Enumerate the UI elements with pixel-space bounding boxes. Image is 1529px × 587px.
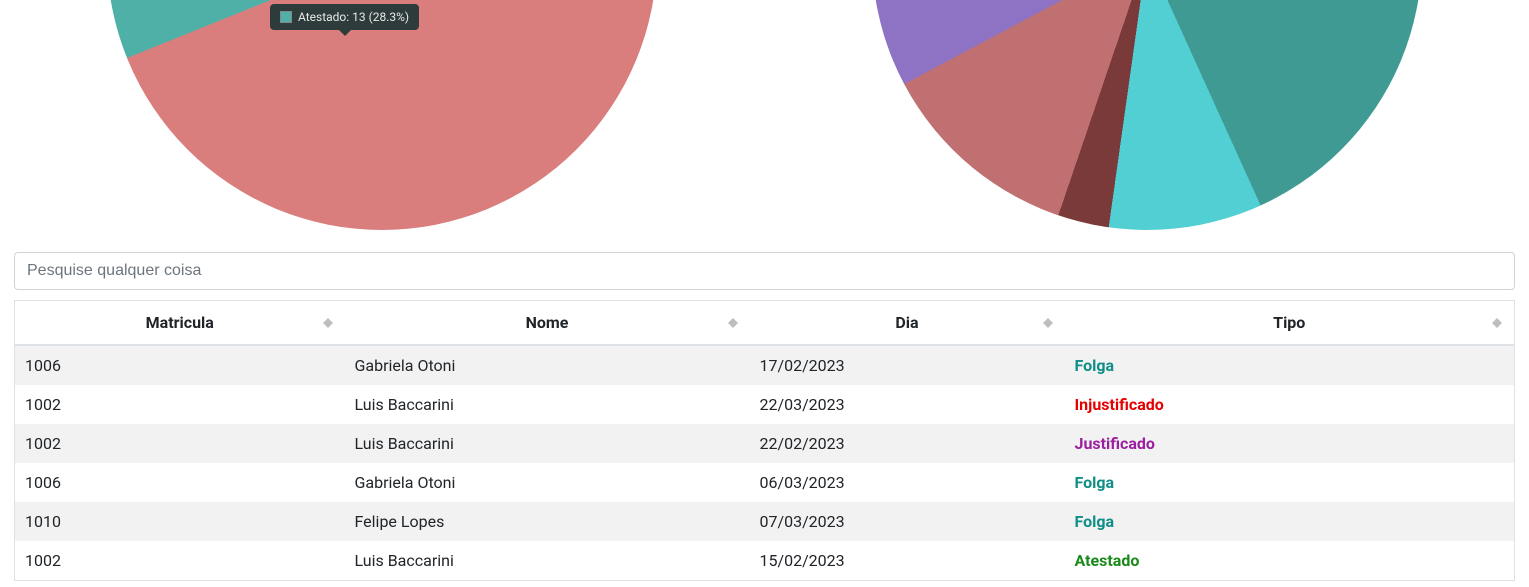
cell-nome: Luis Baccarini — [345, 385, 750, 424]
sort-icon — [1492, 315, 1502, 331]
cell-tipo: Folga — [1065, 345, 1515, 385]
data-table: Matricula Nome Dia Tipo — [14, 300, 1515, 581]
pie-chart-left[interactable] — [107, 0, 657, 230]
tipo-badge: Folga — [1075, 356, 1115, 375]
cell-dia: 22/02/2023 — [750, 424, 1065, 463]
sort-icon — [728, 315, 738, 331]
tipo-badge: Folga — [1075, 512, 1115, 531]
col-nome-label: Nome — [526, 313, 569, 332]
table-row[interactable]: 1002Luis Baccarini15/02/2023 Atestado — [15, 541, 1515, 581]
cell-tipo: Atestado — [1065, 541, 1515, 581]
pie-right-cell — [765, 0, 1529, 230]
cell-matricula: 1006 — [15, 345, 345, 385]
cell-matricula: 1002 — [15, 424, 345, 463]
sort-icon — [323, 315, 333, 331]
table-row[interactable]: 1010Felipe Lopes07/03/2023 Folga — [15, 502, 1515, 541]
search-input[interactable] — [14, 252, 1515, 290]
cell-nome: Luis Baccarini — [345, 541, 750, 581]
tipo-badge: Folga — [1075, 473, 1115, 492]
col-dia[interactable]: Dia — [750, 301, 1065, 346]
charts-row: Atestado: 13 (28.3%) — [0, 0, 1529, 230]
tipo-badge: Justificado — [1075, 434, 1155, 453]
pie-left-cell: Atestado: 13 (28.3%) — [0, 0, 765, 230]
tipo-badge: Atestado — [1075, 551, 1140, 570]
col-matricula[interactable]: Matricula — [15, 301, 345, 346]
cell-tipo: Justificado — [1065, 424, 1515, 463]
tipo-badge: Injustificado — [1075, 395, 1164, 414]
cell-matricula: 1002 — [15, 385, 345, 424]
col-tipo-label: Tipo — [1273, 313, 1305, 332]
cell-dia: 07/03/2023 — [750, 502, 1065, 541]
table-row[interactable]: 1002Luis Baccarini22/03/2023 Injustificad… — [15, 385, 1515, 424]
col-tipo[interactable]: Tipo — [1065, 301, 1515, 346]
cell-nome: Felipe Lopes — [345, 502, 750, 541]
chart-tooltip: Atestado: 13 (28.3%) — [270, 4, 419, 30]
pie-chart-right[interactable] — [872, 0, 1422, 230]
col-nome[interactable]: Nome — [345, 301, 750, 346]
cell-dia: 17/02/2023 — [750, 345, 1065, 385]
cell-matricula: 1010 — [15, 502, 345, 541]
cell-tipo: Injustificado — [1065, 385, 1515, 424]
sort-icon — [1043, 315, 1053, 331]
cell-dia: 06/03/2023 — [750, 463, 1065, 502]
table-row[interactable]: 1002Luis Baccarini22/02/2023 Justificado — [15, 424, 1515, 463]
cell-tipo: Folga — [1065, 502, 1515, 541]
col-dia-label: Dia — [895, 313, 918, 332]
cell-dia: 15/02/2023 — [750, 541, 1065, 581]
table-row[interactable]: 1006Gabriela Otoni17/02/2023 Folga — [15, 345, 1515, 385]
cell-matricula: 1002 — [15, 541, 345, 581]
tooltip-swatch-icon — [280, 11, 292, 23]
tooltip-text: Atestado: 13 (28.3%) — [298, 10, 409, 24]
cell-dia: 22/03/2023 — [750, 385, 1065, 424]
table-row[interactable]: 1006Gabriela Otoni06/03/2023 Folga — [15, 463, 1515, 502]
cell-tipo: Folga — [1065, 463, 1515, 502]
cell-matricula: 1006 — [15, 463, 345, 502]
cell-nome: Luis Baccarini — [345, 424, 750, 463]
cell-nome: Gabriela Otoni — [345, 463, 750, 502]
cell-nome: Gabriela Otoni — [345, 345, 750, 385]
col-matricula-label: Matricula — [146, 313, 214, 332]
